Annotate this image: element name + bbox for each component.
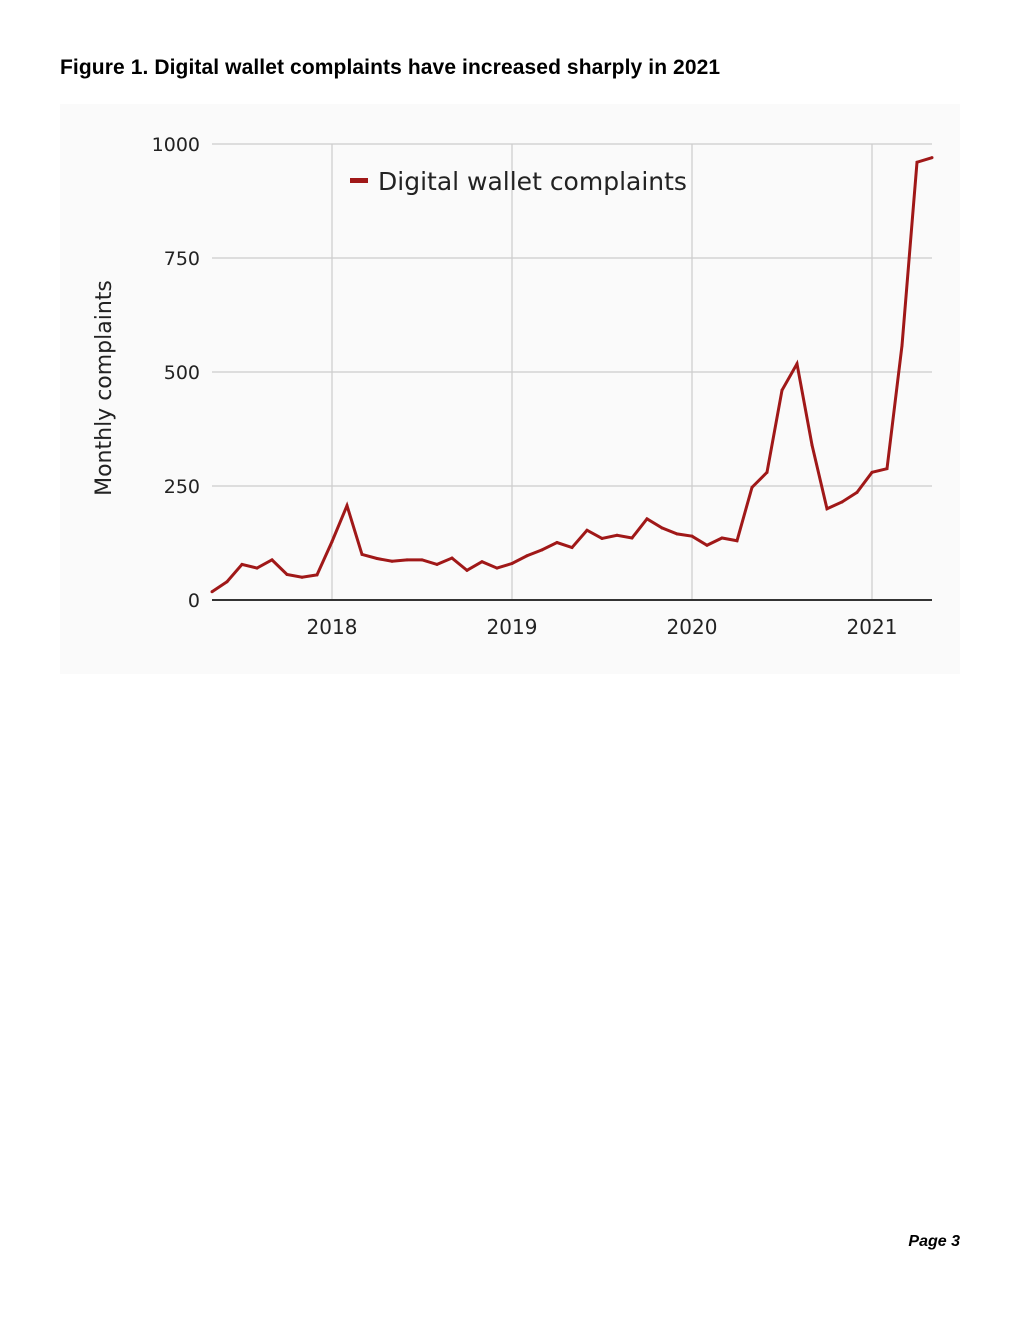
y-tick-label: 1000	[152, 134, 200, 156]
data-point	[645, 517, 649, 521]
data-point	[930, 156, 934, 160]
data-point	[810, 443, 814, 447]
data-point	[660, 526, 664, 530]
data-point	[795, 362, 799, 366]
data-point	[270, 558, 274, 562]
chart-container: 0 250 500 750 1000 2018 2019 2020 2021 Digital …	[60, 104, 960, 674]
data-point	[330, 540, 334, 544]
data-point	[780, 388, 784, 392]
data-point	[465, 568, 469, 572]
data-point	[345, 504, 349, 508]
data-point	[510, 562, 514, 566]
data-point	[225, 580, 229, 584]
data-point	[450, 556, 454, 560]
data-point	[525, 554, 529, 558]
series-lines	[210, 156, 934, 594]
data-point	[585, 528, 589, 532]
data-point	[285, 572, 289, 576]
data-point	[765, 470, 769, 474]
data-point	[690, 534, 694, 538]
data-point	[315, 573, 319, 577]
data-point	[540, 548, 544, 552]
legend: Digital wallet complaints	[350, 167, 687, 196]
data-point	[885, 467, 889, 471]
data-point	[360, 552, 364, 556]
y-tick-label: 500	[164, 362, 200, 384]
data-point	[570, 546, 574, 550]
data-point	[735, 539, 739, 543]
data-point	[495, 566, 499, 570]
x-tick-label: 2021	[847, 615, 898, 639]
data-point	[915, 160, 919, 164]
data-point	[390, 559, 394, 563]
legend-swatch	[350, 178, 368, 183]
data-point	[480, 560, 484, 564]
data-point	[405, 558, 409, 562]
data-point	[750, 485, 754, 489]
data-point	[300, 575, 304, 579]
data-point	[615, 533, 619, 537]
data-point	[675, 532, 679, 536]
data-point	[375, 557, 379, 561]
x-tick-label: 2018	[307, 615, 358, 639]
data-point	[435, 562, 439, 566]
data-point	[420, 558, 424, 562]
y-tick-label: 0	[188, 590, 200, 612]
x-tick-labels: 2018 2019 2020 2021	[307, 615, 898, 639]
x-tick-label: 2019	[487, 615, 538, 639]
data-point	[600, 536, 604, 540]
data-point	[630, 536, 634, 540]
x-gridlines	[331, 144, 873, 600]
y-tick-label: 750	[164, 248, 200, 270]
data-point	[855, 490, 859, 494]
y-tick-label: 250	[164, 476, 200, 498]
data-point	[840, 500, 844, 504]
y-tick-labels: 0 250 500 750 1000	[152, 134, 200, 612]
data-point	[870, 470, 874, 474]
page-number: Page 3	[908, 1233, 960, 1250]
chart-background	[60, 104, 960, 674]
data-point	[720, 536, 724, 540]
data-point	[210, 590, 214, 594]
y-axis-label: Monthly complaints	[92, 280, 117, 496]
data-point	[255, 566, 259, 570]
data-point	[555, 541, 559, 545]
x-tick-label: 2020	[667, 615, 718, 639]
line-chart: 0 250 500 750 1000 2018 2019 2020 2021 Digital …	[60, 104, 960, 674]
data-point	[900, 344, 904, 348]
data-point	[705, 543, 709, 547]
data-point	[240, 562, 244, 566]
figure-title: Figure 1. Digital wallet complaints have…	[60, 56, 721, 79]
data-point	[825, 507, 829, 511]
legend-label: Digital wallet complaints	[378, 167, 687, 196]
